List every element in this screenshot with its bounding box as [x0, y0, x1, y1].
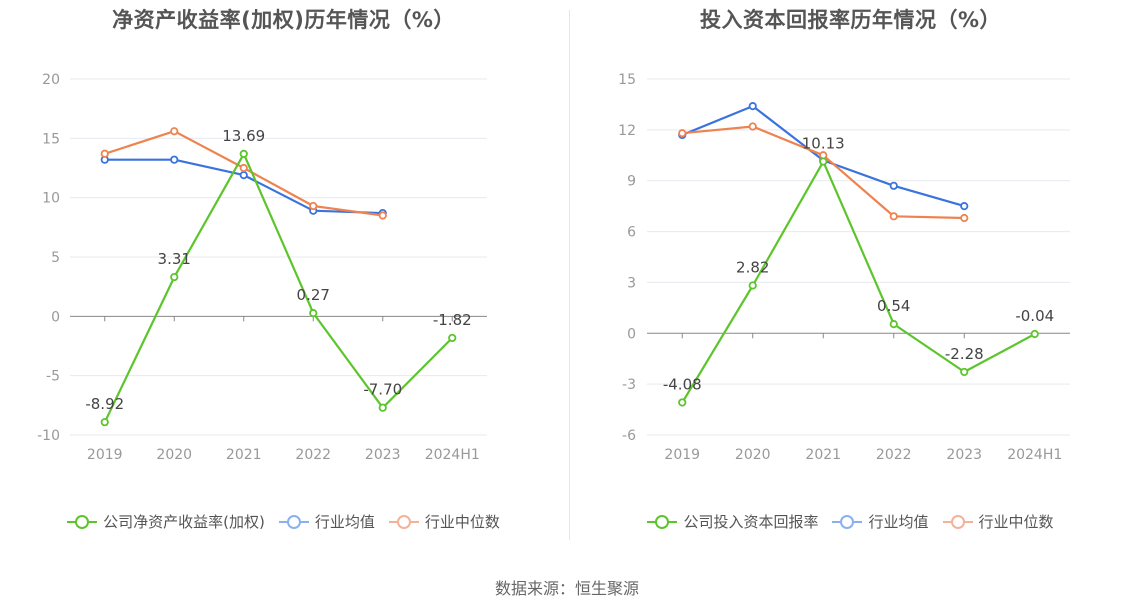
- series-line-company: [681, 160, 1036, 404]
- data-label: -1.82: [433, 311, 472, 329]
- data-point-company: [678, 398, 687, 407]
- data-label: -8.92: [85, 395, 124, 413]
- series-line-company: [103, 152, 454, 423]
- y-tick-label: 12: [618, 123, 636, 139]
- y-tick-label: -3: [622, 377, 636, 393]
- roe-chart-panel: 净资产收益率(加权)历年情况（%） 20 15 10 5 0 -5 -10 2019 2020 2…: [0, 0, 567, 560]
- data-point-median: [100, 149, 109, 158]
- data-point-median: [378, 211, 387, 220]
- y-tick-label: 3: [627, 275, 636, 291]
- x-tick-label: 2022: [295, 447, 331, 463]
- data-point-company: [748, 281, 757, 290]
- y-tick-label: -10: [37, 428, 60, 444]
- y-tick-label: -6: [622, 428, 636, 444]
- data-point-company: [448, 333, 457, 343]
- data-point-avg: [960, 202, 969, 211]
- x-tick-label: 2023: [365, 447, 401, 463]
- data-label: -4.08: [663, 375, 702, 393]
- legend-median-marker: [942, 514, 973, 529]
- data-point-company: [960, 367, 969, 377]
- legend-item-company-roic[interactable]: 公司投入资本回报率: [647, 511, 818, 532]
- data-point-median: [678, 129, 687, 138]
- x-tick-label: 2019: [87, 447, 123, 463]
- data-point-median: [960, 213, 969, 223]
- legend-avg-marker: [278, 514, 309, 529]
- x-tick-label: 2022: [876, 447, 912, 463]
- data-point-company: [239, 149, 248, 158]
- legend-company-marker: [647, 514, 678, 529]
- data-label: 0.27: [297, 286, 330, 304]
- data-point-median: [239, 163, 248, 173]
- roic-chart-title: 投入资本回报率历年情况（%）: [699, 8, 1002, 32]
- legend-label-industry-median: 行业中位数: [978, 513, 1054, 531]
- legend-company-marker: [67, 514, 98, 529]
- roe-legend: 公司净资产收益率(加权) 行业均值 行业中位数: [0, 511, 567, 532]
- data-point-company: [100, 418, 109, 427]
- data-point-company: [1030, 329, 1039, 339]
- data-label: 10.13: [802, 135, 845, 153]
- legend-item-industry-median[interactable]: 行业中位数: [388, 511, 500, 532]
- y-tick-label: 10: [42, 191, 60, 207]
- data-label: -0.04: [1015, 307, 1054, 325]
- data-point-median: [889, 212, 898, 221]
- data-point-company: [378, 403, 387, 412]
- legend-label-company-roic: 公司投入资本回报率: [683, 513, 819, 531]
- x-tick-label: 2020: [735, 447, 771, 463]
- data-point-avg: [239, 171, 248, 180]
- roic-chart-panel: 投入资本回报率历年情况（%） 15 12 9 6 3 0 -3 -6 2019 2020 2021 2…: [567, 0, 1134, 560]
- roic-legend: 公司投入资本回报率 行业均值 行业中位数: [567, 511, 1134, 532]
- legend-avg-marker: [832, 514, 863, 529]
- y-tick-label: 9: [627, 174, 636, 190]
- y-tick-label: 5: [51, 250, 60, 266]
- data-point-company: [889, 320, 898, 329]
- legend-item-industry-avg[interactable]: 行业均值: [278, 511, 375, 532]
- data-label: 3.31: [158, 250, 191, 268]
- data-label: 2.82: [736, 258, 769, 276]
- x-tick-label: 2020: [156, 447, 192, 463]
- legend-label-industry-avg: 行业均值: [868, 513, 929, 531]
- x-tick-label: 2021: [805, 447, 841, 463]
- x-tick-label: 2024H1: [1007, 447, 1062, 463]
- y-tick-label: 20: [42, 72, 60, 88]
- data-label: -2.28: [945, 345, 984, 363]
- legend-label-industry-avg: 行业均值: [314, 513, 375, 531]
- y-tick-label: 15: [42, 131, 60, 147]
- roe-chart-title: 净资产收益率(加权)历年情况（%）: [112, 8, 455, 32]
- x-tick-label: 2019: [664, 447, 700, 463]
- x-tick-label: 2023: [946, 447, 982, 463]
- legend-median-marker: [388, 514, 419, 529]
- data-point-company: [170, 272, 179, 282]
- data-source-footer: 数据来源：恒生聚源: [494, 579, 639, 598]
- y-tick-label: 0: [51, 309, 60, 325]
- legend-label-industry-median: 行业中位数: [424, 513, 500, 531]
- data-point-company: [309, 309, 318, 318]
- legend-item-industry-median[interactable]: 行业中位数: [942, 511, 1054, 532]
- panel-divider: [569, 10, 570, 540]
- data-point-avg: [170, 155, 179, 164]
- roic-chart-svg: 15 12 9 6 3 0 -3 -6 2019 2020 2021 2022 2023 2024H1 -4…: [618, 72, 1070, 463]
- data-point-median: [748, 122, 757, 131]
- y-tick-label: 0: [627, 326, 636, 342]
- data-label: -7.70: [363, 381, 402, 399]
- legend-item-company-roe[interactable]: 公司净资产收益率(加权): [67, 511, 265, 532]
- data-point-company: [819, 157, 828, 166]
- y-tick-label: 6: [627, 225, 636, 241]
- data-point-avg: [889, 181, 898, 190]
- x-tick-label: 2021: [226, 447, 262, 463]
- data-point-avg: [748, 102, 757, 111]
- legend-label-company-roe: 公司净资产收益率(加权): [103, 513, 265, 531]
- x-tick-label: 2024H1: [425, 447, 480, 463]
- y-tick-label: -5: [46, 369, 60, 385]
- data-label: 13.69: [222, 127, 265, 145]
- data-label: 0.54: [877, 297, 910, 315]
- legend-item-industry-avg[interactable]: 行业均值: [832, 511, 929, 532]
- data-point-median: [309, 201, 318, 211]
- y-tick-label: 15: [618, 72, 636, 88]
- data-point-median: [170, 127, 179, 136]
- roe-chart-svg: 20 15 10 5 0 -5 -10 2019 2020 2021 2022 2023 2024H1 -…: [37, 72, 487, 463]
